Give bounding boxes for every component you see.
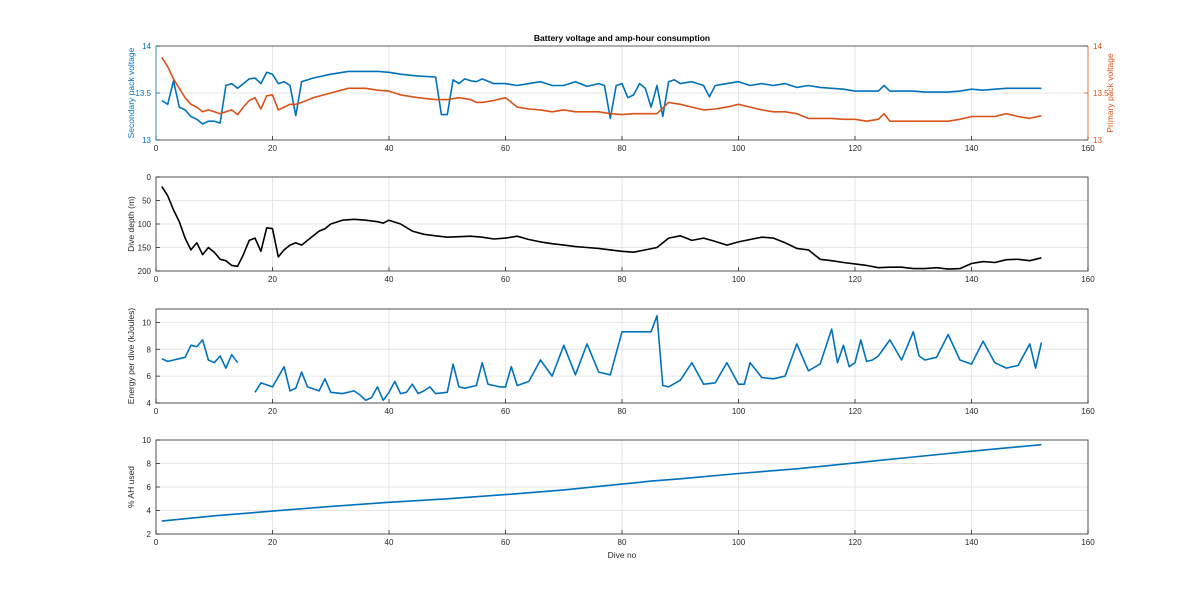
y-right-tick-label: 14 — [1093, 42, 1102, 51]
y-tick-label: 13.5 — [135, 89, 151, 98]
y-tick-label: 6 — [147, 372, 152, 381]
y-tick-label: 10 — [142, 436, 151, 445]
y-tick-label: 8 — [147, 345, 152, 354]
y-tick-label: 8 — [147, 460, 152, 469]
y-axis-label: Secondary pack voltage — [126, 47, 136, 138]
x-tick-label: 0 — [154, 144, 159, 153]
y-axis-label: Dive depth (m) — [126, 196, 136, 252]
series-line-1-seg1 — [161, 339, 239, 369]
axes-frame — [155, 176, 1089, 272]
x-tick-label: 140 — [965, 144, 979, 153]
chart-title: Battery voltage and amp-hour consumption — [534, 33, 710, 43]
x-tick-label: 60 — [501, 275, 510, 284]
x-tick-label: 160 — [1081, 538, 1095, 547]
x-tick-label: 100 — [732, 407, 746, 416]
x-tick-label: 160 — [1081, 144, 1095, 153]
x-tick-label: 0 — [154, 538, 159, 547]
x-tick-label: 140 — [965, 538, 979, 547]
x-axis-label: Dive no — [608, 550, 637, 560]
y-axis-label: Energy per dive (kJoules) — [126, 308, 136, 405]
y-tick-label: 0 — [147, 173, 152, 182]
x-tick-label: 140 — [965, 407, 979, 416]
x-tick-label: 80 — [618, 538, 627, 547]
y-tick-label: 4 — [147, 507, 152, 516]
panel-3: 0 20 40 60 80 100 120 140 160 4 6 8 10 Energy per div… — [126, 308, 1095, 416]
y-tick-label: 150 — [138, 244, 152, 253]
y-tick-label: 14 — [142, 42, 151, 51]
x-tick-label: 60 — [501, 407, 510, 416]
x-tick-label: 60 — [501, 144, 510, 153]
x-tick-label: 100 — [732, 275, 746, 284]
y-tick-label: 10 — [142, 318, 151, 327]
axes-frame — [155, 308, 1089, 404]
x-tick-label: 160 — [1081, 407, 1095, 416]
y-tick-label: 2 — [147, 530, 152, 539]
panel-1: 0 20 40 60 80 100 120 140 1601313.5141313.514Sec… — [126, 33, 1115, 153]
x-tick-label: 160 — [1081, 275, 1095, 284]
x-tick-label: 60 — [501, 538, 510, 547]
y-tick-label: 4 — [147, 399, 152, 408]
y-tick-label: 100 — [138, 220, 152, 229]
x-tick-label: 20 — [268, 275, 277, 284]
x-tick-label: 100 — [732, 144, 746, 153]
x-tick-label: 40 — [385, 407, 394, 416]
x-tick-label: 80 — [618, 275, 627, 284]
x-tick-label: 20 — [268, 144, 277, 153]
y-tick-label: 50 — [142, 197, 151, 206]
x-tick-label: 40 — [385, 275, 394, 284]
y-tick-label: 6 — [147, 483, 152, 492]
x-tick-label: 120 — [848, 144, 862, 153]
y-axis-label: % AH used — [126, 466, 136, 508]
series-line-1 — [161, 185, 1042, 270]
series-line-1 — [161, 443, 1042, 522]
y-tick-label: 200 — [138, 267, 152, 276]
x-tick-label: 20 — [268, 407, 277, 416]
y-tick-label: 13 — [142, 136, 151, 145]
x-tick-label: 40 — [385, 538, 394, 547]
x-tick-label: 120 — [848, 538, 862, 547]
x-tick-label: 80 — [618, 144, 627, 153]
x-tick-label: 100 — [732, 538, 746, 547]
x-tick-label: 20 — [268, 538, 277, 547]
panel-2: 0 20 40 60 80 100 120 140 160 0 50 100 150 200 Dive de… — [126, 173, 1095, 284]
y-right-tick-label: 13.5 — [1093, 89, 1109, 98]
x-tick-label: 80 — [618, 407, 627, 416]
x-tick-label: 0 — [154, 407, 159, 416]
series-line-2 — [161, 56, 1042, 122]
x-tick-label: 40 — [385, 144, 394, 153]
x-tick-label: 140 — [965, 275, 979, 284]
axes-frame — [155, 439, 1089, 535]
series-line-1 — [161, 70, 1042, 125]
series-line-1-seg2 — [254, 314, 1043, 402]
x-tick-label: 0 — [154, 275, 159, 284]
y-right-tick-label: 13 — [1093, 136, 1102, 145]
panel-4: 0 20 40 60 80 100 120 140 160 2 4 6 8 10 % AH used Dive… — [126, 436, 1095, 560]
x-tick-label: 120 — [848, 407, 862, 416]
y-right-axis-label: Primary pack voltage — [1105, 53, 1115, 133]
x-tick-label: 120 — [848, 275, 862, 284]
